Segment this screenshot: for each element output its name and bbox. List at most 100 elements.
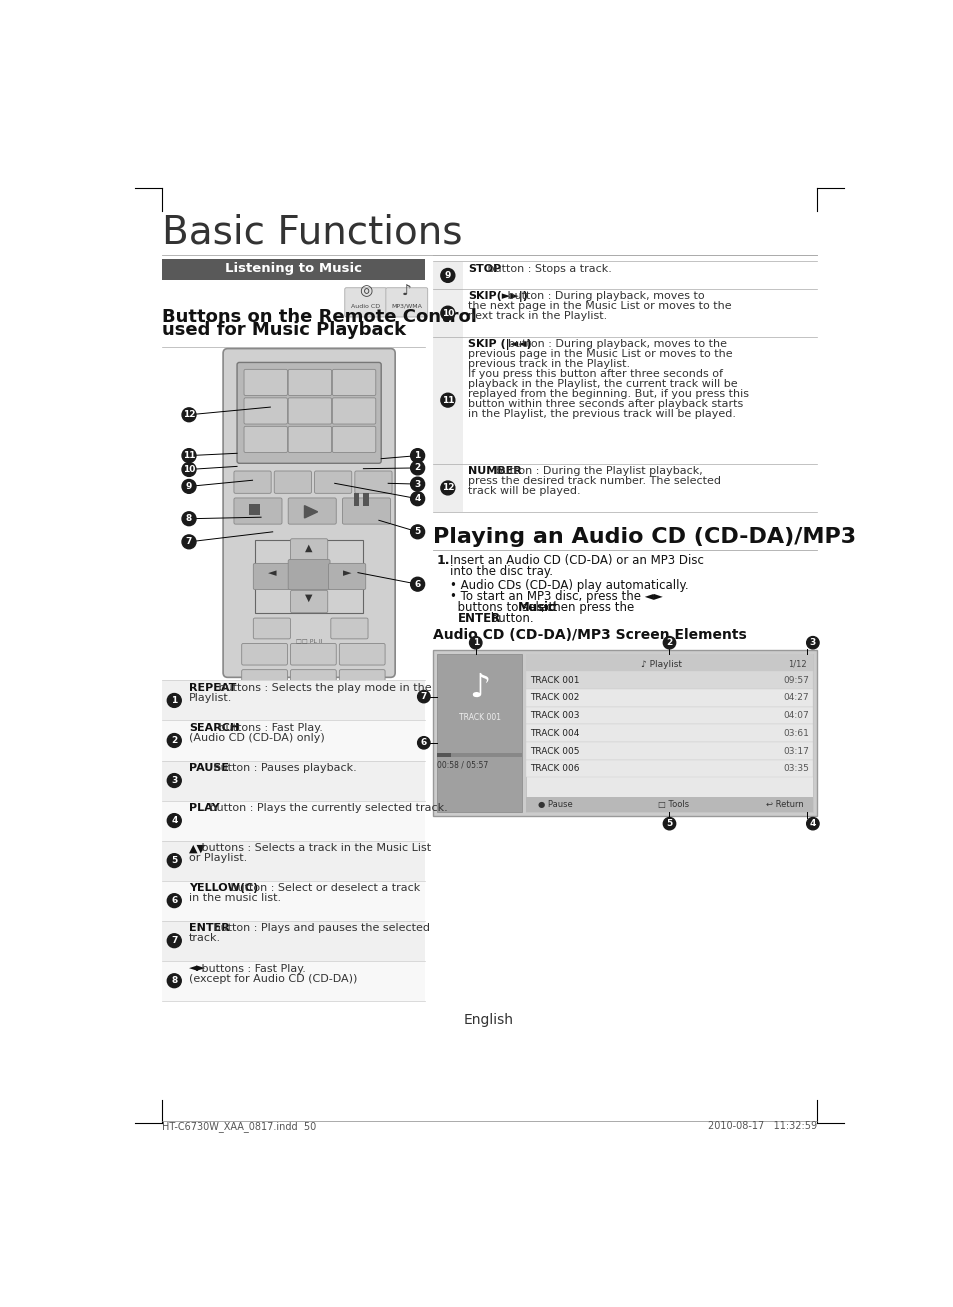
Text: button : Stops a track.: button : Stops a track.	[483, 264, 612, 274]
Bar	[525, 759, 812, 778]
Text: 10: 10	[183, 465, 195, 474]
Text: 00:58 / 05:57: 00:58 / 05:57	[436, 761, 488, 770]
Text: Playing an Audio CD (CD-DA)/MP3: Playing an Audio CD (CD-DA)/MP3	[433, 527, 856, 546]
Text: 3: 3	[809, 638, 815, 647]
Text: 12: 12	[183, 410, 195, 420]
Text: TRACK 001: TRACK 001	[458, 712, 500, 721]
Text: 5: 5	[666, 819, 672, 829]
Text: STOP: STOP	[468, 264, 500, 274]
Text: 1/12: 1/12	[787, 660, 806, 669]
Bar	[433, 289, 462, 337]
FancyBboxPatch shape	[288, 559, 330, 589]
Text: Playlist.: Playlist.	[189, 693, 233, 703]
Text: 1: 1	[171, 695, 177, 704]
Text: button : Plays and pauses the selected: button : Plays and pauses the selected	[210, 924, 430, 933]
Text: • Audio CDs (CD-DA) play automatically.: • Audio CDs (CD-DA) play automatically.	[450, 579, 688, 592]
Circle shape	[167, 733, 181, 748]
FancyBboxPatch shape	[244, 370, 287, 396]
Text: in the music list.: in the music list.	[189, 894, 281, 903]
Text: ♪ Playlist: ♪ Playlist	[640, 660, 681, 669]
Text: (Audio CD (CD-DA) only): (Audio CD (CD-DA) only)	[189, 733, 324, 744]
Text: buttons : Fast Play.: buttons : Fast Play.	[214, 723, 322, 733]
Text: 7: 7	[186, 537, 192, 546]
Text: or Playlist.: or Playlist.	[189, 853, 247, 864]
Circle shape	[440, 268, 455, 282]
Text: track.: track.	[189, 933, 221, 944]
Text: 6: 6	[420, 738, 427, 748]
Text: 12: 12	[441, 484, 454, 493]
Text: ▲▼: ▲▼	[189, 843, 206, 853]
Text: 10: 10	[441, 308, 454, 318]
FancyBboxPatch shape	[288, 370, 332, 396]
Text: 4: 4	[171, 816, 177, 825]
Text: Listening to Music: Listening to Music	[225, 263, 362, 276]
Text: next track in the Playlist.: next track in the Playlist.	[468, 311, 607, 322]
Text: ↩ Return: ↩ Return	[765, 800, 803, 809]
Text: previous page in the Music List or moves to the: previous page in the Music List or moves…	[468, 349, 732, 359]
Text: button : During playback, moves to the: button : During playback, moves to the	[508, 339, 726, 349]
Bar	[254, 540, 363, 613]
Circle shape	[806, 817, 819, 830]
Bar	[363, 493, 369, 506]
Bar	[525, 724, 812, 742]
Text: TRACK 002: TRACK 002	[530, 694, 578, 702]
FancyBboxPatch shape	[332, 370, 375, 396]
Circle shape	[167, 694, 181, 707]
Text: 2: 2	[666, 638, 672, 647]
Text: 4: 4	[809, 819, 815, 829]
FancyBboxPatch shape	[288, 426, 332, 452]
FancyBboxPatch shape	[332, 397, 375, 423]
FancyBboxPatch shape	[223, 349, 395, 677]
Circle shape	[417, 737, 430, 749]
Text: TRACK 005: TRACK 005	[530, 746, 578, 755]
Text: 04:27: 04:27	[782, 694, 808, 702]
FancyBboxPatch shape	[274, 471, 311, 493]
Text: 1.: 1.	[436, 554, 450, 567]
FancyBboxPatch shape	[331, 618, 368, 639]
Bar	[433, 651, 816, 816]
Circle shape	[167, 974, 181, 988]
Text: button : Pauses playback.: button : Pauses playback.	[210, 763, 356, 774]
Text: YELLOW(C): YELLOW(C)	[189, 884, 258, 894]
Polygon shape	[304, 506, 317, 518]
FancyBboxPatch shape	[291, 643, 335, 665]
Bar	[433, 263, 462, 289]
Text: ▲: ▲	[305, 542, 313, 553]
Text: ENTER: ENTER	[457, 612, 500, 625]
Text: 9: 9	[444, 271, 451, 280]
Circle shape	[440, 306, 455, 320]
Text: REPEAT: REPEAT	[189, 684, 236, 693]
Text: TRACK 004: TRACK 004	[530, 729, 578, 738]
FancyBboxPatch shape	[344, 288, 386, 318]
Circle shape	[662, 817, 675, 830]
Text: ◎: ◎	[358, 284, 372, 298]
Circle shape	[182, 408, 195, 422]
FancyBboxPatch shape	[241, 669, 287, 691]
Bar	[162, 681, 425, 720]
Bar	[162, 259, 425, 280]
FancyBboxPatch shape	[355, 471, 392, 493]
FancyBboxPatch shape	[288, 397, 332, 423]
Text: 6: 6	[171, 897, 177, 906]
FancyBboxPatch shape	[342, 498, 390, 524]
Circle shape	[182, 480, 195, 493]
Text: • To start an MP3 disc, press the ◄►: • To start an MP3 disc, press the ◄►	[450, 591, 662, 604]
Circle shape	[410, 477, 424, 491]
Bar	[436, 753, 521, 757]
Text: TRACK 001: TRACK 001	[530, 676, 578, 685]
Bar	[525, 707, 812, 724]
Text: 3: 3	[414, 480, 420, 489]
Circle shape	[182, 512, 195, 525]
Text: button within three seconds after playback starts: button within three seconds after playba…	[468, 399, 742, 409]
Circle shape	[440, 481, 455, 495]
Text: PAUSE: PAUSE	[189, 763, 229, 774]
Text: 03:35: 03:35	[782, 765, 808, 774]
Text: 7: 7	[171, 936, 177, 945]
Text: SEARCH: SEARCH	[189, 723, 239, 733]
Text: 3: 3	[171, 776, 177, 786]
Text: 2010-08-17   11:32:59: 2010-08-17 11:32:59	[707, 1121, 816, 1132]
Bar	[525, 655, 812, 672]
Bar	[162, 720, 425, 761]
Text: 11: 11	[183, 451, 195, 460]
Bar	[525, 655, 812, 812]
